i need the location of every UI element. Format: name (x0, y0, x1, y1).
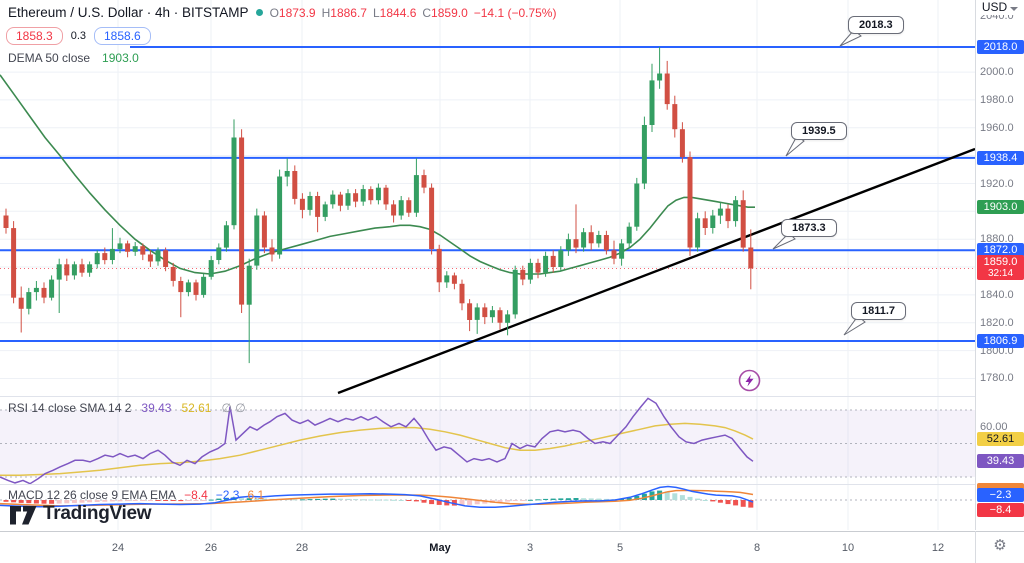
sell-button[interactable]: 1858.3 (6, 27, 63, 45)
buy-button[interactable]: 1858.6 (94, 27, 151, 45)
time-label: 12 (931, 542, 945, 554)
price-tag: 1938.4 (977, 151, 1024, 165)
macd-line[interactable] (0, 485, 754, 508)
tradingview-logo[interactable]: TradingView (10, 503, 152, 525)
gridlines (0, 0, 975, 530)
rsi-sma-line[interactable] (0, 422, 754, 477)
price-tick: 1800.0 (980, 345, 1014, 357)
market-status-dot-icon (255, 9, 263, 16)
macd-hist-value: −8.4 (184, 488, 208, 502)
price-tick: 1920.0 (980, 178, 1014, 190)
price-callout[interactable]: 1939.5 (791, 122, 847, 140)
tradingview-wordmark: TradingView (43, 503, 152, 524)
time-label: 8 (753, 542, 761, 554)
price-tag: 39.43 (977, 454, 1024, 468)
rsi-value: 39.43 (141, 401, 172, 415)
price-tick: 1960.0 (980, 122, 1014, 134)
price-tag: 1806.9 (977, 334, 1024, 348)
time-axis[interactable]: 24 26 28 May 3 5 8 10 12 (0, 531, 1024, 563)
chevron-down-icon (1010, 7, 1019, 11)
dema-value: 1903.0 (102, 51, 139, 65)
price-tick: 60.00 (980, 421, 1008, 433)
price-tick: 1980.0 (980, 94, 1014, 106)
price-tick: 2000.0 (980, 66, 1014, 78)
dema-indicator-label[interactable]: DEMA 50 close (8, 51, 91, 65)
axis-settings-cell[interactable]: ⚙ (975, 531, 1024, 563)
price-tag: 52.61 (977, 432, 1024, 446)
macd-indicator-label[interactable]: MACD 12 26 close 9 EMA EMA (8, 488, 177, 502)
time-label: 5 (616, 542, 624, 554)
tradingview-mark-icon (10, 506, 37, 525)
ohlc-legend: O1873.9 H1886.7 L1844.6 C1859.0 −14.1 (−… (269, 5, 557, 20)
price-tag: 1903.0 (977, 200, 1024, 214)
price-callout[interactable]: 1873.3 (781, 219, 837, 237)
time-label: 24 (111, 542, 125, 554)
price-tick: 1840.0 (980, 289, 1014, 301)
price-tag (977, 483, 1024, 490)
rsi-sma-value: 52.61 (181, 401, 212, 415)
time-label: 10 (841, 542, 855, 554)
time-label: May (429, 542, 451, 554)
price-tag: −8.4 (977, 503, 1024, 517)
rsi-line[interactable] (0, 397, 754, 485)
price-tag: −2.3 (977, 488, 1024, 502)
lightning-badge-icon[interactable] (738, 369, 761, 392)
price-tag: 1859.0 32:14 (977, 255, 1024, 280)
dema-line[interactable] (0, 74, 755, 275)
price-tick: 1820.0 (980, 317, 1014, 329)
symbol-title[interactable]: Ethereum / U.S. Dollar · 4h · BITSTAMP (8, 5, 249, 20)
rsi-pane-background (0, 409, 975, 501)
price-callout[interactable]: 2018.3 (848, 16, 904, 34)
trendline[interactable] (337, 147, 976, 395)
candles-layer (3, 47, 754, 364)
macd-signal-value: 6.1 (247, 488, 265, 502)
change-value: −14.1 (−0.75%) (473, 5, 557, 20)
time-label: 26 (204, 542, 218, 554)
currency-selector[interactable]: USD (976, 0, 1024, 15)
spread-value: 0.3 (70, 30, 86, 42)
price-axis[interactable]: USD 2040.0 2000.0 1980.0 1960.0 1920.0 1880.0… (975, 0, 1024, 530)
time-label: 28 (295, 542, 309, 554)
price-callout[interactable]: 1811.7 (851, 302, 907, 320)
gear-icon[interactable]: ⚙ (993, 537, 1007, 554)
rsi-indicator-label[interactable]: RSI 14 close SMA 14 2 (8, 401, 132, 415)
price-tick: 1880.0 (980, 233, 1014, 245)
time-label: 3 (526, 542, 534, 554)
macd-histogram (3, 490, 754, 508)
rsi-empty-values: ∅ ∅ (221, 401, 246, 415)
price-tag: 1872.0 (977, 243, 1024, 257)
price-tick: 1780.0 (980, 372, 1014, 384)
horizontal-price-lines[interactable] (0, 46, 975, 342)
price-tag: 2018.0 (977, 40, 1024, 54)
macd-line-value: −2.3 (215, 488, 240, 502)
